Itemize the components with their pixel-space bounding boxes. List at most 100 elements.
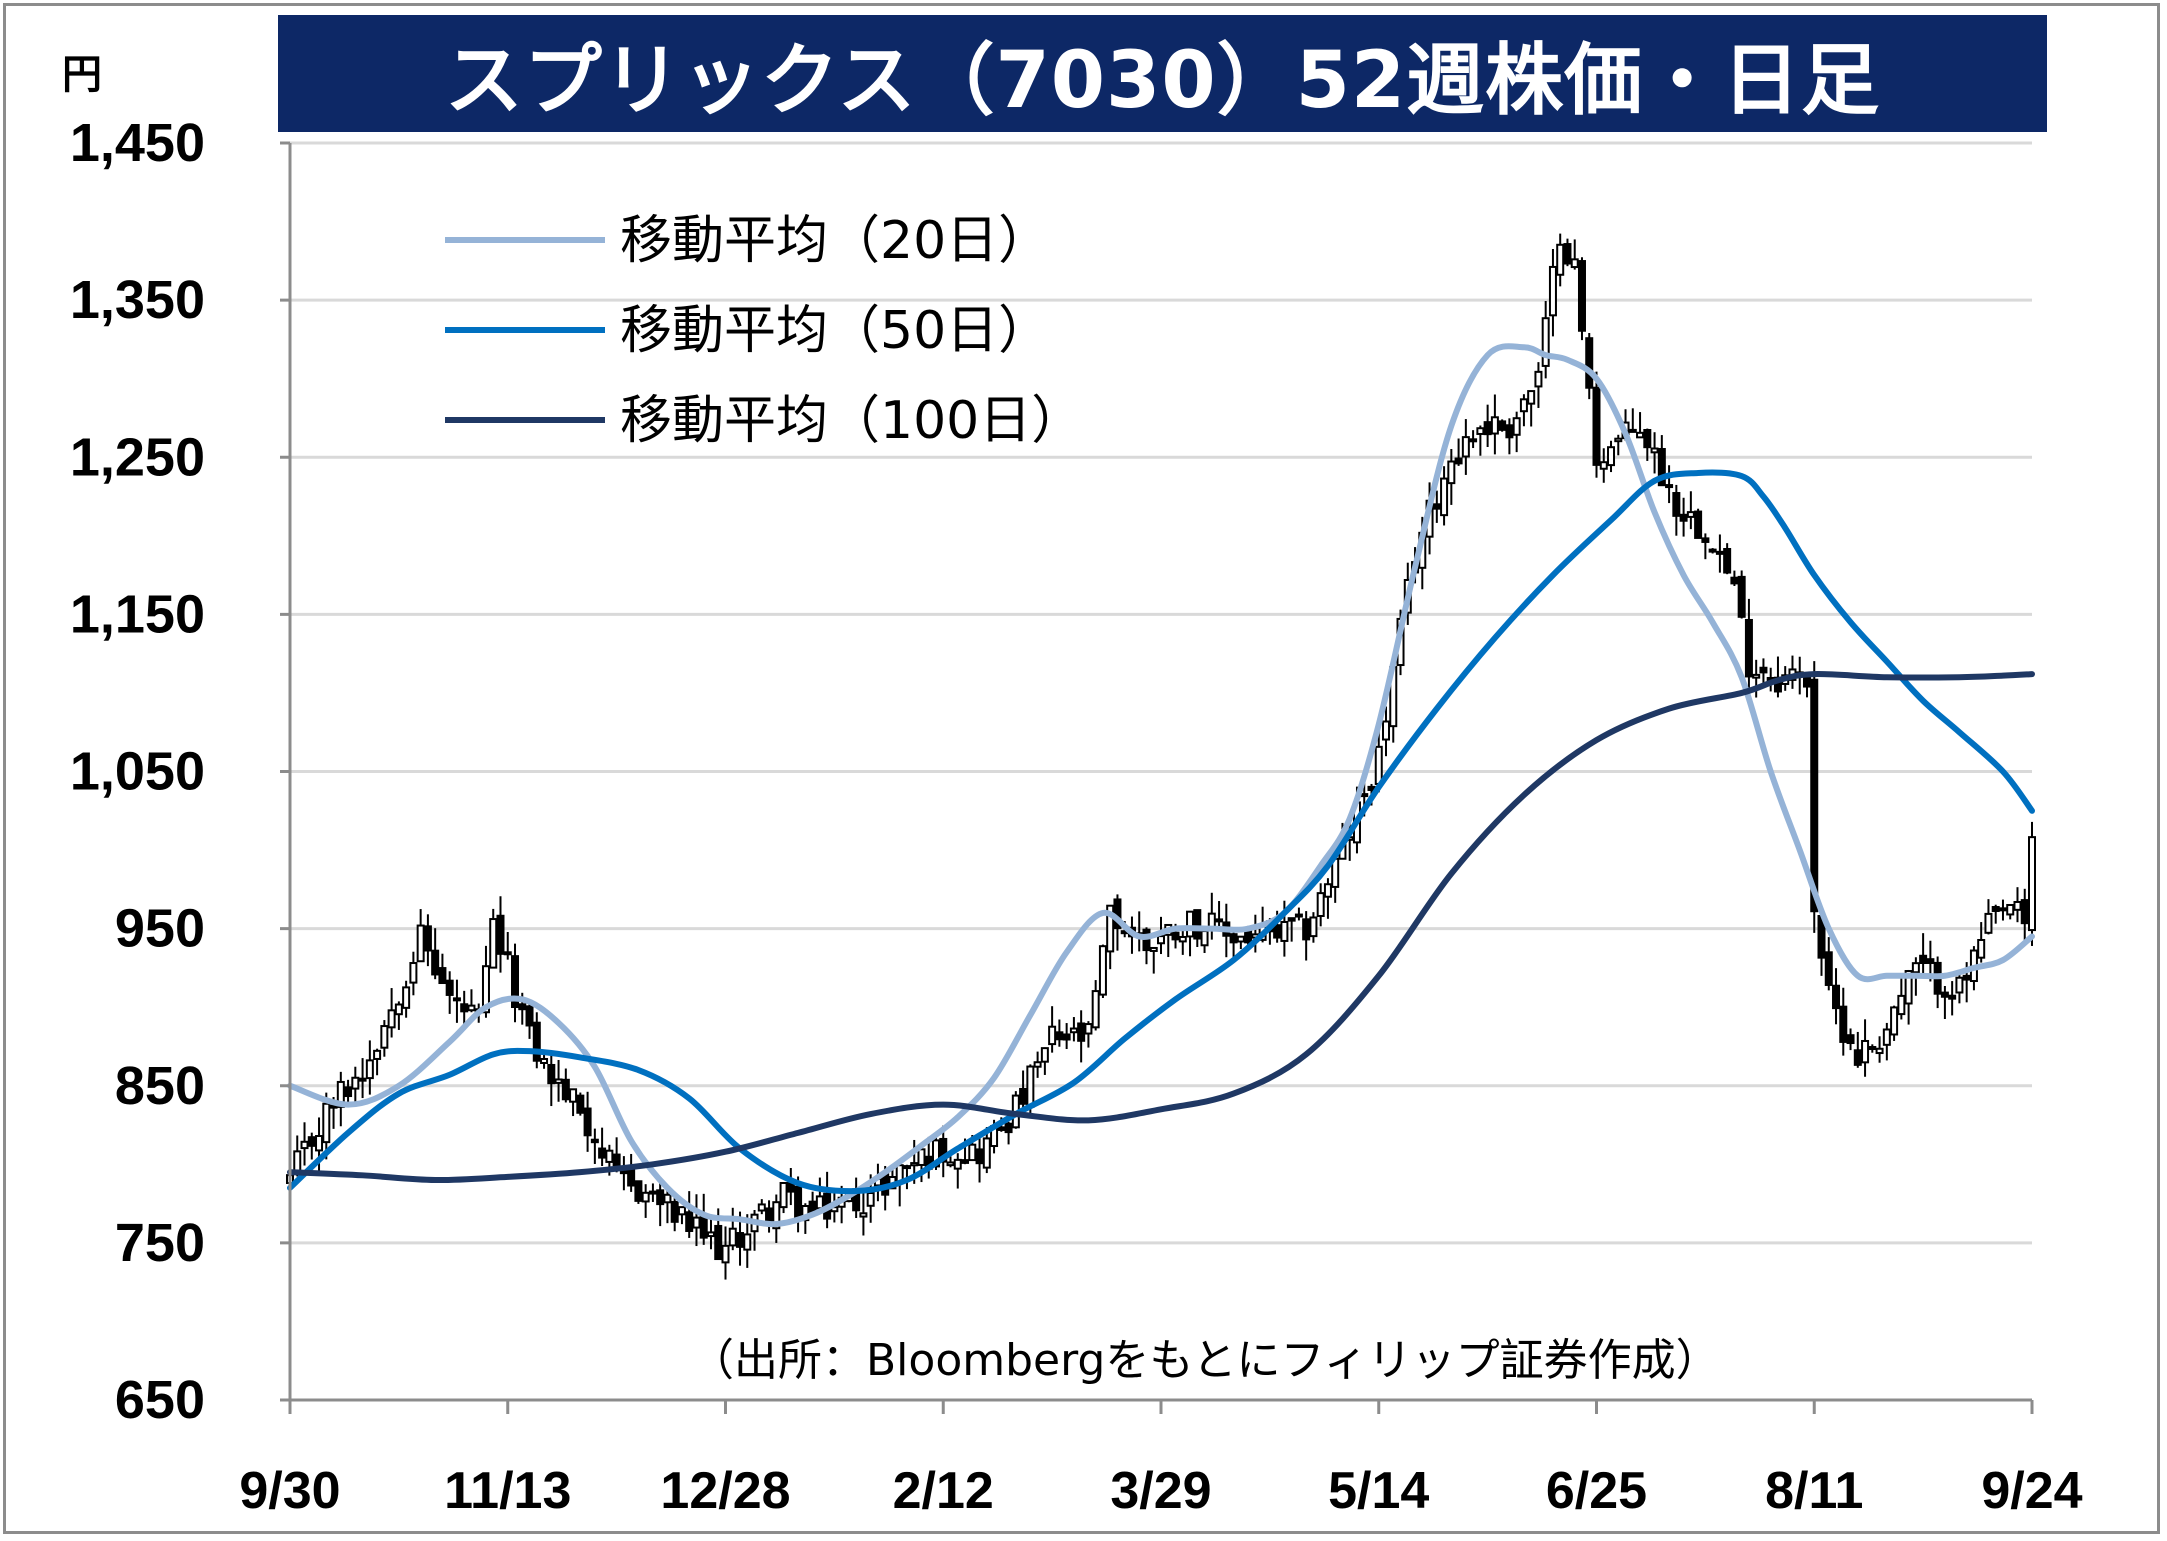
legend-label: 移動平均（100日） bbox=[620, 391, 1083, 451]
candle-body bbox=[1962, 974, 1971, 981]
candle-body bbox=[1759, 666, 1768, 674]
candle-body bbox=[1846, 1034, 1855, 1045]
candle-body bbox=[1911, 962, 1920, 974]
candle-body bbox=[1244, 930, 1253, 944]
candle-body bbox=[1984, 912, 1993, 934]
candle-body bbox=[431, 949, 440, 976]
candle-body bbox=[1360, 793, 1369, 798]
candle-body bbox=[953, 1158, 962, 1170]
candle-body bbox=[1672, 492, 1681, 517]
candle-body bbox=[402, 986, 411, 1009]
candle-body bbox=[583, 1107, 592, 1137]
candle-body bbox=[692, 1216, 701, 1229]
candle-body bbox=[1998, 907, 2007, 912]
candle-body bbox=[1454, 457, 1463, 465]
candle-body bbox=[423, 925, 432, 952]
x-tick-label: 8/11 bbox=[1765, 1462, 1863, 1520]
candle-body bbox=[1737, 575, 1746, 618]
x-tick-label: 6/25 bbox=[1546, 1462, 1647, 1520]
candle-body bbox=[351, 1076, 360, 1090]
candle-body bbox=[757, 1203, 766, 1212]
candle-body bbox=[656, 1189, 665, 1206]
candle-body bbox=[540, 1057, 549, 1064]
legend: 移動平均（20日） 移動平均（50日） 移動平均（100日） bbox=[445, 211, 1083, 451]
candle-body bbox=[1875, 1047, 1884, 1055]
y-tick-label: 1,150 bbox=[70, 584, 205, 644]
candle-body bbox=[2013, 900, 2022, 911]
candle-body bbox=[1287, 917, 1296, 922]
y-tick-label: 650 bbox=[115, 1370, 205, 1430]
candle-body bbox=[1447, 460, 1456, 485]
source-note: （出所：Bloombergをもとにフィリップ証券作成） bbox=[690, 1335, 1720, 1386]
candle-body bbox=[1098, 945, 1107, 996]
candle-body bbox=[627, 1169, 636, 1187]
candle-body bbox=[1643, 429, 1652, 449]
candle-body bbox=[1955, 976, 1964, 994]
candle-body bbox=[2028, 836, 2036, 932]
candle-body bbox=[445, 979, 454, 996]
candle-body bbox=[1440, 477, 1449, 517]
candle-body bbox=[794, 1185, 803, 1219]
candle-body bbox=[1193, 909, 1202, 940]
candle-body bbox=[1106, 904, 1115, 953]
candle-body bbox=[576, 1094, 585, 1114]
candle-body bbox=[1701, 537, 1710, 543]
candle-body bbox=[2006, 903, 2015, 916]
candle-body bbox=[634, 1180, 643, 1202]
candle-body bbox=[1186, 910, 1195, 938]
candle-body bbox=[561, 1078, 570, 1101]
candle-body bbox=[365, 1059, 374, 1080]
candle-body bbox=[1178, 935, 1187, 943]
candle-body bbox=[1033, 1061, 1042, 1068]
candle-body bbox=[532, 1021, 541, 1062]
candle-body bbox=[1599, 461, 1608, 470]
candle-body bbox=[670, 1200, 679, 1223]
candle-body bbox=[1890, 1006, 1899, 1036]
candle-body bbox=[1157, 935, 1165, 945]
x-tick-label: 3/29 bbox=[1110, 1462, 1211, 1520]
ma-line-50 bbox=[287, 469, 2035, 1195]
x-tick-label: 9/30 bbox=[239, 1462, 340, 1520]
ma-line-100 bbox=[287, 671, 2035, 1184]
candle-body bbox=[1382, 720, 1391, 741]
candle-body bbox=[1374, 745, 1383, 785]
candle-body bbox=[1577, 260, 1586, 332]
candle-body bbox=[1019, 1087, 1028, 1105]
y-tick-label: 1,350 bbox=[70, 270, 205, 330]
candle-body bbox=[1229, 933, 1238, 944]
chart-title: スプリックス（7030）52週株価・日足 bbox=[444, 35, 1881, 126]
candle-body bbox=[1868, 1046, 1877, 1051]
candle-body bbox=[1309, 916, 1318, 938]
candle-body bbox=[663, 1193, 672, 1204]
candle-body bbox=[1461, 436, 1470, 458]
candle-body bbox=[743, 1233, 752, 1251]
candle-body bbox=[1904, 970, 1913, 1005]
candlesticks bbox=[286, 233, 2036, 1280]
candle-body bbox=[1628, 428, 1637, 433]
legend-label: 移動平均（20日） bbox=[620, 211, 1050, 271]
candle-body bbox=[1490, 416, 1499, 435]
moving-average-lines bbox=[287, 343, 2035, 1228]
candle-body bbox=[961, 1159, 970, 1164]
candle-body bbox=[1069, 1027, 1078, 1034]
candle-body bbox=[489, 918, 498, 969]
candle-body bbox=[1897, 994, 1906, 1016]
candle-body bbox=[1592, 386, 1601, 466]
candle-body bbox=[1708, 548, 1717, 553]
candle-body bbox=[1585, 337, 1594, 389]
candle-body bbox=[1541, 317, 1550, 367]
candle-body bbox=[997, 1126, 1006, 1131]
candle-body bbox=[1476, 427, 1485, 435]
candle-body bbox=[648, 1190, 657, 1195]
candle-body bbox=[866, 1192, 875, 1207]
candle-body bbox=[1563, 243, 1572, 265]
candle-body bbox=[1977, 938, 1986, 959]
candle-body bbox=[1882, 1028, 1891, 1046]
candle-body bbox=[1832, 984, 1841, 1010]
candle-body bbox=[714, 1224, 723, 1261]
x-tick-label: 5/14 bbox=[1328, 1462, 1429, 1520]
y-tick-label: 750 bbox=[115, 1213, 205, 1273]
candle-body bbox=[946, 1161, 955, 1167]
candle-body bbox=[1730, 576, 1739, 585]
